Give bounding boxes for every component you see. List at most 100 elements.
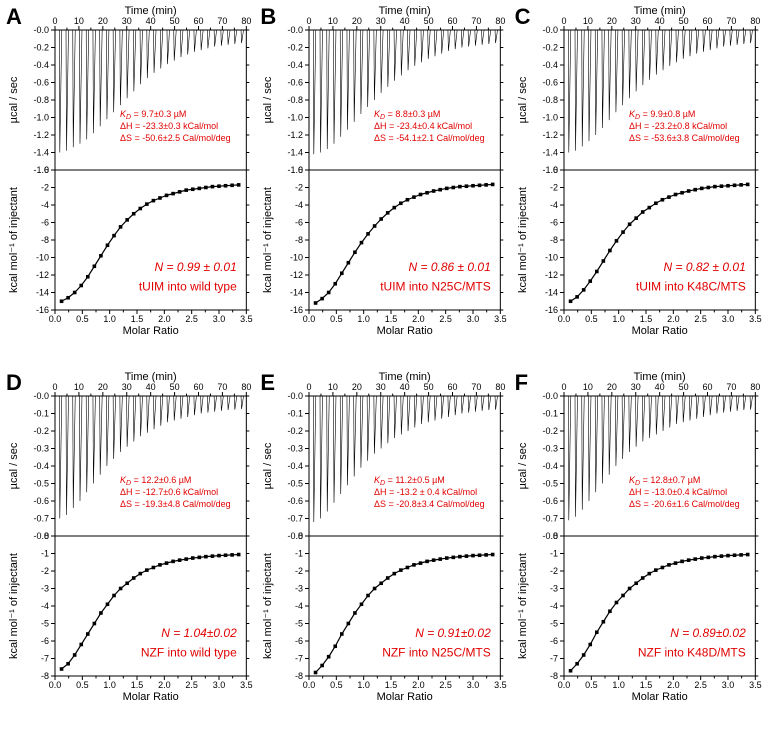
svg-text:N = 0.91±0.02: N = 0.91±0.02 [416, 626, 492, 640]
svg-text:-2: -2 [41, 566, 49, 576]
svg-text:1.5: 1.5 [639, 680, 652, 690]
svg-text:-6: -6 [295, 636, 303, 646]
svg-text:50: 50 [424, 382, 434, 392]
svg-text:Time (min): Time (min) [633, 5, 685, 17]
svg-text:2.0: 2.0 [667, 314, 680, 324]
svg-text:-3: -3 [41, 583, 49, 593]
svg-text:-0.6: -0.6 [34, 496, 49, 506]
svg-text:tUIM into N25C/MTS: tUIM into N25C/MTS [381, 279, 492, 293]
svg-text:NZF into wild type: NZF into wild type [141, 645, 237, 659]
svg-text:µcal / sec: µcal / sec [517, 442, 529, 489]
svg-text:1.0: 1.0 [358, 314, 371, 324]
svg-text:70: 70 [726, 382, 736, 392]
svg-text:2.5: 2.5 [440, 680, 453, 690]
svg-text:30: 30 [122, 382, 132, 392]
svg-text:-4: -4 [41, 601, 49, 611]
svg-text:-0.3: -0.3 [34, 444, 49, 454]
svg-text:3.0: 3.0 [213, 680, 226, 690]
svg-text:1.0: 1.0 [358, 680, 371, 690]
svg-text:10: 10 [328, 382, 338, 392]
svg-text:0.5: 0.5 [330, 314, 343, 324]
svg-text:-8: -8 [295, 671, 303, 681]
svg-text:-8: -8 [41, 235, 49, 245]
svg-text:N = 0.99 ± 0.01: N = 0.99 ± 0.01 [155, 260, 237, 274]
svg-text:-12: -12 [290, 270, 303, 280]
svg-text:-12: -12 [545, 270, 558, 280]
svg-text:3.5: 3.5 [749, 680, 762, 690]
svg-text:-2: -2 [41, 182, 49, 192]
svg-text:-5: -5 [41, 618, 49, 628]
panel-svg: 01020304050607080-0.8-0.7-0.6-0.5-0.4-0.… [254, 366, 508, 732]
svg-text:3.5: 3.5 [749, 314, 762, 324]
svg-text:2.5: 2.5 [185, 680, 198, 690]
svg-text:20: 20 [606, 16, 616, 26]
svg-text:-8: -8 [295, 235, 303, 245]
panel-B: B01020304050607080-1.6-1.4-1.2-1.0-0.8-0… [254, 0, 508, 366]
svg-text:80: 80 [750, 382, 760, 392]
svg-text:NZF into K48D/MTS: NZF into K48D/MTS [638, 645, 746, 659]
svg-text:-0.0: -0.0 [34, 25, 49, 35]
svg-text:-0.5: -0.5 [542, 479, 557, 489]
svg-text:-0.2: -0.2 [34, 426, 49, 436]
svg-text:-1: -1 [295, 548, 303, 558]
svg-text:-0.3: -0.3 [288, 444, 303, 454]
svg-text:2.0: 2.0 [412, 680, 425, 690]
svg-text:KD = 11.2±0.5 µM: KD = 11.2±0.5 µM [374, 475, 445, 487]
svg-text:Molar Ratio: Molar Ratio [631, 691, 687, 703]
svg-text:-6: -6 [550, 217, 558, 227]
svg-text:40: 40 [400, 16, 410, 26]
svg-text:80: 80 [241, 16, 251, 26]
svg-text:0: 0 [44, 531, 49, 541]
svg-text:ΔH = -23.2±0.8 kCal/mol: ΔH = -23.2±0.8 kCal/mol [629, 121, 727, 131]
svg-text:80: 80 [496, 382, 506, 392]
svg-text:50: 50 [678, 382, 688, 392]
panel-svg: 01020304050607080-0.8-0.7-0.6-0.5-0.4-0.… [0, 366, 254, 732]
svg-text:-5: -5 [550, 618, 558, 628]
svg-text:2.0: 2.0 [412, 314, 425, 324]
panel-D: D01020304050607080-0.8-0.7-0.6-0.5-0.4-0… [0, 366, 254, 732]
svg-text:ΔS = -53.6±3.8 Cal/mol/deg: ΔS = -53.6±3.8 Cal/mol/deg [629, 133, 740, 143]
svg-text:ΔH = -23.3±0.3 kCal/mol: ΔH = -23.3±0.3 kCal/mol [120, 121, 218, 131]
svg-text:2.0: 2.0 [158, 680, 171, 690]
svg-text:-2: -2 [550, 566, 558, 576]
panel-letter: F [515, 370, 528, 396]
svg-text:ΔS = -54.1±2.1 Cal/mol/deg: ΔS = -54.1±2.1 Cal/mol/deg [374, 133, 485, 143]
svg-text:-0.0: -0.0 [542, 25, 557, 35]
svg-text:-1.2: -1.2 [34, 130, 49, 140]
panel-letter: A [6, 4, 22, 30]
svg-text:-0.6: -0.6 [542, 78, 557, 88]
svg-text:-0.4: -0.4 [542, 461, 557, 471]
svg-text:40: 40 [400, 382, 410, 392]
svg-text:70: 70 [472, 16, 482, 26]
svg-text:tUIM into K48C/MTS: tUIM into K48C/MTS [636, 279, 746, 293]
svg-text:tUIM into wild type: tUIM into wild type [139, 279, 237, 293]
svg-text:0.0: 0.0 [49, 680, 62, 690]
svg-text:2.0: 2.0 [158, 314, 171, 324]
svg-text:-12: -12 [36, 270, 49, 280]
svg-text:70: 70 [217, 16, 227, 26]
svg-text:-0.0: -0.0 [288, 25, 303, 35]
svg-text:3.0: 3.0 [467, 680, 480, 690]
panel-letter: E [260, 370, 275, 396]
svg-text:1.5: 1.5 [385, 314, 398, 324]
svg-text:N = 0.89±0.02: N = 0.89±0.02 [670, 626, 746, 640]
svg-text:-4: -4 [41, 200, 49, 210]
svg-text:-2: -2 [295, 566, 303, 576]
panel-A: A01020304050607080-1.6-1.4-1.2-1.0-0.8-0… [0, 0, 254, 366]
svg-text:70: 70 [472, 382, 482, 392]
svg-text:40: 40 [654, 382, 664, 392]
svg-text:1.5: 1.5 [131, 314, 144, 324]
svg-text:-14: -14 [545, 287, 558, 297]
svg-text:-3: -3 [295, 583, 303, 593]
svg-text:-14: -14 [36, 287, 49, 297]
svg-text:NZF into N25C/MTS: NZF into N25C/MTS [383, 645, 492, 659]
svg-text:kcal mol⁻¹ of injectant: kcal mol⁻¹ of injectant [262, 187, 274, 293]
svg-text:-7: -7 [41, 653, 49, 663]
svg-text:-0.1: -0.1 [542, 409, 557, 419]
svg-text:1.0: 1.0 [612, 680, 625, 690]
svg-text:20: 20 [352, 382, 362, 392]
svg-text:-0.0: -0.0 [542, 391, 557, 401]
svg-text:-1: -1 [41, 548, 49, 558]
svg-text:-0.2: -0.2 [288, 43, 303, 53]
svg-text:30: 30 [630, 382, 640, 392]
